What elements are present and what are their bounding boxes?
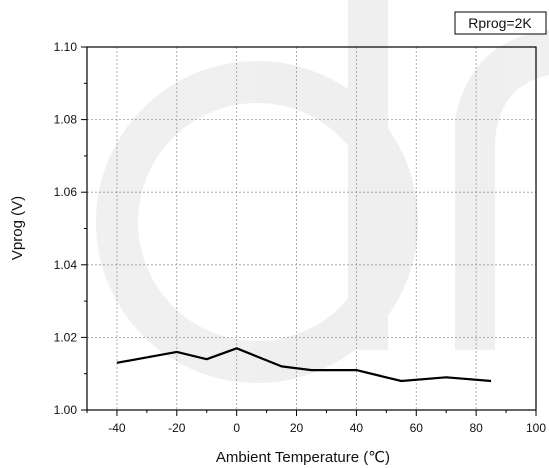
legend-frame [454,11,547,35]
x-tick-label: 0 [233,421,240,435]
y-tick-label: 1.02 [54,330,78,344]
y-tick-label: 1.06 [54,185,78,199]
x-tick-label: 60 [410,421,424,435]
x-tick-label: -20 [168,421,186,435]
series-layer [116,347,492,383]
x-tick-label: -40 [108,421,126,435]
y-tick-label: 1.08 [54,113,78,127]
grid [87,47,536,410]
x-axis-tick-labels: -40 -20 0 20 40 60 80 100 [108,421,546,435]
x-tick-label: 40 [350,421,364,435]
y-tick-label: 1.00 [54,403,78,417]
x-axis-title: Ambient Temperature (℃) [216,449,390,466]
x-tick-label: 80 [469,421,483,435]
y-axis-tick-labels: 1.00 1.02 1.04 1.06 1.08 1.10 [54,40,78,417]
x-axis-ticks [86,410,537,416]
y-tick-label: 1.04 [54,258,78,272]
watermark [96,0,549,383]
x-tick-label: 20 [290,421,304,435]
legend-box: Rprog=2K [454,11,547,35]
y-tick-label: 1.10 [54,40,78,54]
series-line [116,347,492,383]
y-axis-title: Vprog (V) [9,196,26,260]
legend-label: Rprog=2K [468,15,532,31]
y-axis-ticks [81,46,87,411]
x-tick-label: 100 [526,421,546,435]
